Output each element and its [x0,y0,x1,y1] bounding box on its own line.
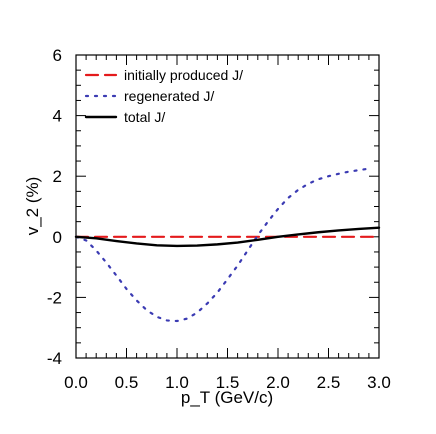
tick-labels: 0.0 0.5 1.0 1.5 2.0 2.5 3.0 -4 -2 0 2 4 6 [47,46,391,392]
y-tick-label: 4 [53,107,62,126]
x-tick-label: 0.0 [64,373,88,392]
y-tick-label: 6 [53,46,62,65]
y-tick-label: -4 [47,349,62,368]
x-tick-label: 2.5 [317,373,341,392]
legend-label: regenerated J/ [124,88,214,104]
x-tick-label: 1.0 [165,373,189,392]
x-tick-label: 2.0 [266,373,290,392]
plot-frame [75,54,380,359]
axis-ticks [75,54,380,359]
legend-label: total J/ [124,109,165,125]
y-tick-label: 0 [53,228,62,247]
y-tick-label: -2 [47,288,62,307]
series-line-1 [74,167,370,323]
series-layer [74,167,381,323]
legend-label: initially produced J/ [124,67,243,83]
x-tick-label: 1.5 [216,373,240,392]
y-axis-title: v_2 (%) [23,177,42,236]
x-tick-label: 0.5 [115,373,139,392]
legend: initially produced J/regenerated J/total… [84,67,243,125]
y-tick-label: 2 [53,167,62,186]
x-tick-label: 3.0 [367,373,391,392]
series-line-2 [74,226,381,248]
x-axis-title: p_T (GeV/c) [181,388,273,407]
